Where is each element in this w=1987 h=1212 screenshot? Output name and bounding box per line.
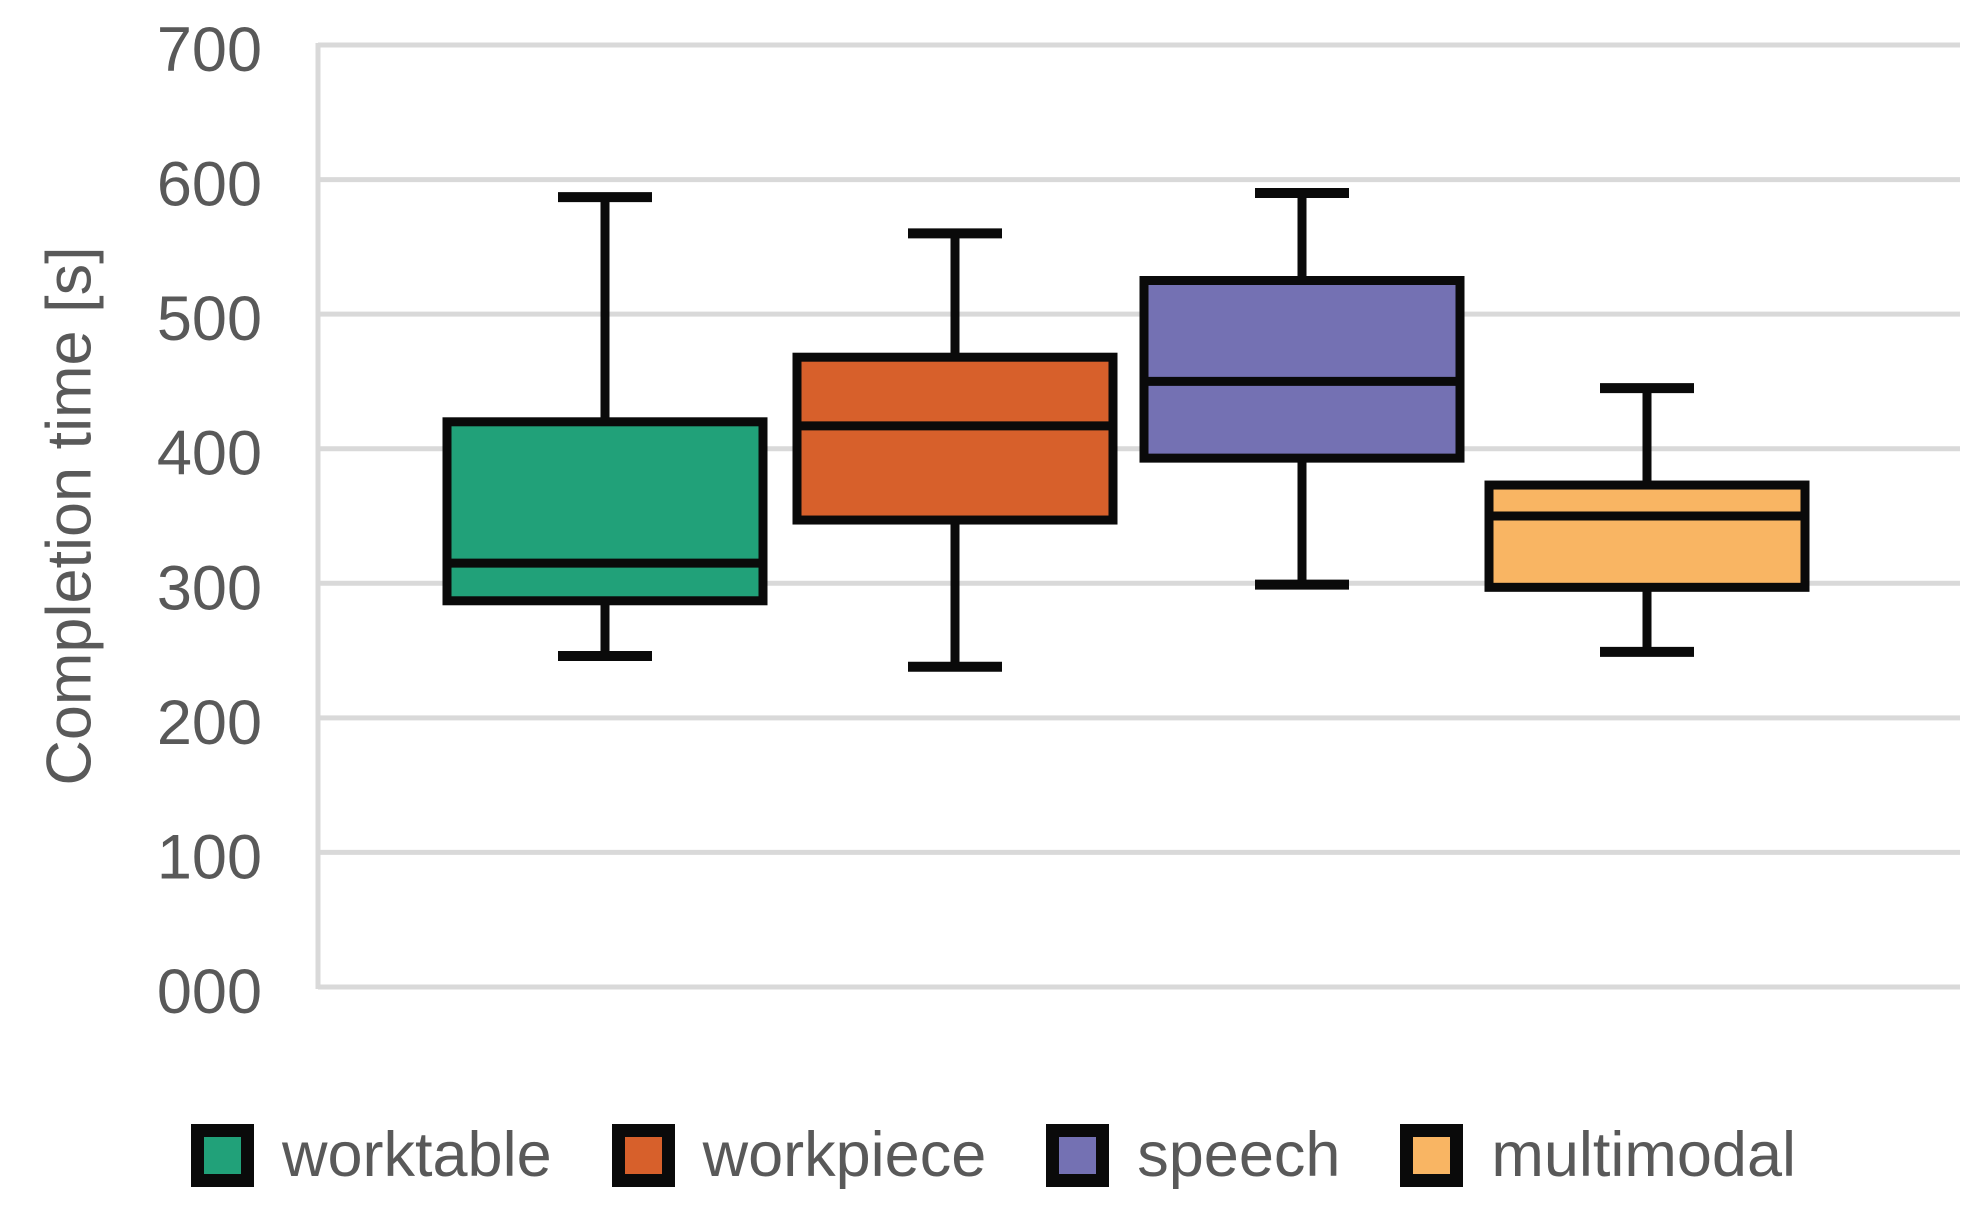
boxplot-worktable	[442, 192, 768, 661]
legend-swatch-workpiece	[611, 1124, 675, 1187]
boxplot-speech	[1139, 188, 1465, 590]
y-tick-label-700: 700	[157, 15, 262, 85]
legend-item-speech: speech	[1046, 1124, 1340, 1187]
y-axis-title-text: Completion time [s]	[35, 246, 106, 786]
legend-swatch-speech	[1046, 1124, 1110, 1187]
legend-label-workpiece: workpiece	[702, 1120, 987, 1190]
boxplot-workpiece	[792, 228, 1118, 672]
iqr-box	[1139, 276, 1465, 463]
legend-swatch-multimodal	[1400, 1124, 1464, 1187]
legend-label-worktable: worktable	[281, 1120, 552, 1190]
y-tick-label-400: 400	[157, 419, 262, 489]
iqr-box	[792, 352, 1118, 525]
boxplot-multimodal	[1484, 383, 1810, 657]
iqr-box	[1484, 480, 1810, 592]
legend-item-workpiece: workpiece	[611, 1120, 987, 1190]
y-tick-label-300: 300	[157, 553, 262, 623]
y-tick-label-200: 200	[157, 688, 262, 758]
legend-label-speech: speech	[1137, 1120, 1341, 1190]
y-tick-label-500: 500	[157, 284, 262, 354]
legend-swatch-worktable	[190, 1124, 254, 1187]
legend-item-worktable: worktable	[190, 1120, 552, 1190]
y-axis-tick-labels: 000 100 200 300 400 500 600 700	[157, 15, 262, 1027]
y-tick-label-000: 000	[157, 957, 262, 1027]
y-tick-label-100: 100	[157, 822, 262, 892]
legend-item-multimodal: multimodal	[1400, 1124, 1796, 1187]
legend-label-multimodal: multimodal	[1491, 1120, 1797, 1190]
y-axis-title: Completion time [s]	[10, 45, 130, 987]
iqr-box	[442, 417, 768, 606]
chart-legend: worktable workpiece speech multimodal	[0, 1124, 1987, 1187]
y-tick-label-600: 600	[157, 150, 262, 220]
